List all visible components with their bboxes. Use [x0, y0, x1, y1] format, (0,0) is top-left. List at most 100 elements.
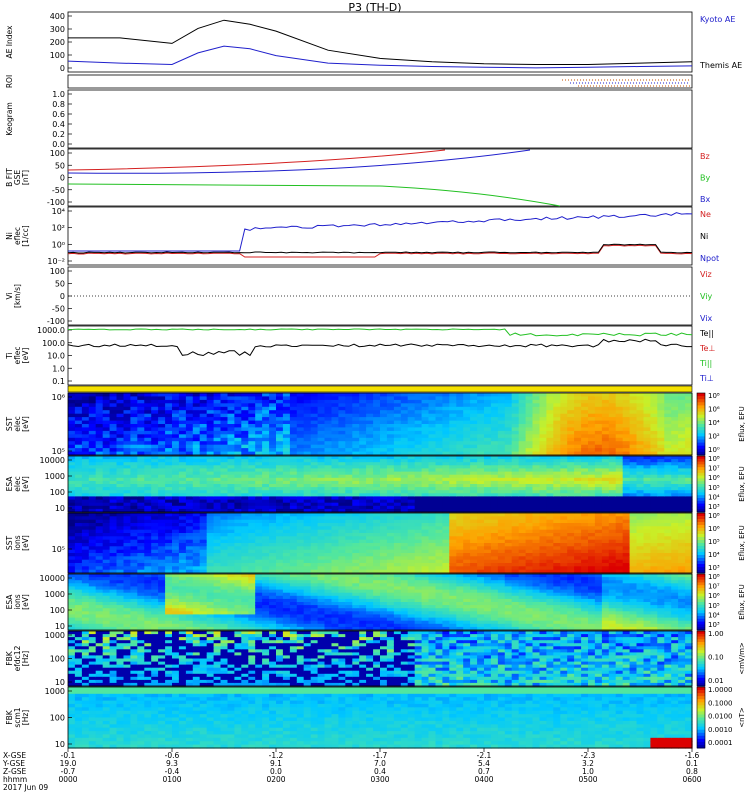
ylabel-sst_e-2: [eV] — [21, 416, 30, 432]
colorbar-0 — [697, 393, 705, 456]
ytick-fbk_b-0: 1000 — [45, 687, 65, 696]
ytick-keogram-2: 0.6 — [52, 110, 65, 119]
ylabel-fbk_b-2: [Hz] — [21, 710, 30, 726]
ylabel-ae-0: AE Index — [5, 25, 14, 58]
ytick-fbk_b-1: 100 — [50, 714, 65, 723]
ylabel-temp-2: [eV] — [21, 348, 30, 364]
ytick-sst_e-1: 10⁵ — [52, 447, 65, 456]
ae-series-1 — [68, 20, 692, 64]
xaxis-value-6-3: 0600 — [682, 775, 701, 784]
ytick-sst_i-0: 10⁵ — [52, 545, 65, 554]
ytick-velocity-3: -50 — [52, 305, 65, 314]
ytick-temp-1: 100.0 — [42, 339, 65, 348]
colorbar-label-2: Eflux, EFU — [738, 525, 746, 560]
colorbar-3 — [697, 574, 705, 631]
ni-line — [68, 244, 692, 253]
ytick-velocity-4: -100 — [47, 317, 65, 326]
ytick-keogram-4: 0.2 — [52, 130, 65, 139]
legend-temp-3: Ti⊥ — [699, 374, 714, 383]
ytick-ae-3: 100 — [50, 51, 65, 60]
colorbar-tick-2-2: 10⁵ — [708, 538, 720, 546]
ytick-keogram-3: 0.4 — [52, 120, 65, 129]
colorbar-tick-3-0: 10⁸ — [708, 573, 720, 581]
ytick-velocity-0: 100 — [50, 267, 65, 276]
colorbar-label-1: Eflux, EFU — [738, 466, 746, 501]
colorbar-tick-4-0: 1.00 — [708, 630, 724, 638]
colorbar-tick-1-2: 10⁶ — [708, 474, 720, 482]
colorbar-tick-5-1: 0.1000 — [708, 699, 733, 707]
ytick-bfield-2: 0 — [60, 174, 65, 183]
legend-bfield-2: Bx — [700, 195, 710, 204]
colorbar-tick-0-2: 10⁴ — [708, 419, 720, 427]
panel-frame-roi — [68, 75, 692, 88]
ytick-esa_e-0: 10000 — [40, 456, 65, 465]
colorbar-tick-0-4: 10⁰ — [708, 446, 720, 454]
panel-sst_e — [68, 393, 693, 456]
legend-bfield-0: Bz — [700, 152, 710, 161]
ytick-bfield-3: -50 — [52, 186, 65, 195]
colorbar-tick-3-2: 10⁶ — [708, 592, 720, 600]
ylabel-roi-0: ROI — [5, 75, 14, 88]
ytick-bfield-1: 50 — [55, 161, 65, 170]
ytick-esa_i-3: 10 — [55, 622, 65, 631]
colorbar-tick-0-3: 10² — [708, 433, 720, 441]
colorbar-4 — [697, 631, 705, 687]
ytick-temp-2: 10.0 — [47, 352, 65, 361]
legend-velocity-0: Viz — [700, 270, 712, 279]
ylabel-bfield-2: [nT] — [21, 170, 30, 185]
npot-line — [68, 213, 692, 251]
legend-temp-0: Te|| — [699, 329, 714, 338]
colorbar-label-3: Eflux, EFU — [738, 584, 746, 619]
legend-velocity-1: Viy — [700, 292, 713, 301]
xaxis-value-3-3: 0300 — [370, 775, 389, 784]
ytick-density-1: 10² — [52, 224, 65, 233]
ytick-esa_i-0: 10000 — [40, 574, 65, 583]
panel-esa_i — [68, 574, 693, 631]
ytick-fbk_e-0: 1000 — [45, 631, 65, 640]
ytick-esa_i-2: 100 — [50, 606, 65, 615]
colorbar-tick-3-4: 10⁴ — [708, 611, 720, 619]
colorbar-tick-0-1: 10⁶ — [708, 406, 720, 414]
ytick-esa_e-2: 100 — [50, 488, 65, 497]
colorbar-tick-2-1: 10⁶ — [708, 525, 720, 533]
legend-ae-0: Kyoto AE — [700, 15, 735, 24]
panel-esa_e — [68, 456, 693, 513]
ylabel-keogram-0: Keogram — [5, 102, 14, 136]
ylabel-density-2: [1/cc] — [21, 225, 30, 246]
panel-fbk_e — [68, 631, 693, 687]
ytick-ae-2: 200 — [50, 38, 65, 47]
colorbar-tick-3-5: 10³ — [708, 621, 720, 629]
panel-keogram — [68, 90, 692, 148]
ytick-temp-0: 1000.0 — [37, 326, 65, 335]
ytick-esa_e-1: 1000 — [45, 472, 65, 481]
colorbar-label-0: Eflux, EFU — [738, 406, 746, 441]
plot-title: P3 (TH-D) — [0, 1, 750, 14]
panel-density — [68, 207, 692, 265]
ylabel-velocity-1: [km/s] — [13, 284, 22, 308]
colorbar-tick-1-1: 10⁷ — [708, 465, 720, 473]
colorbar-tick-0-0: 10⁸ — [708, 392, 720, 400]
colorbar-tick-5-4: 0.0001 — [708, 739, 733, 747]
legend-temp-2: Ti|| — [699, 359, 712, 368]
legend-velocity-2: Vix — [700, 314, 713, 323]
legend-density-0: Ne — [700, 210, 711, 219]
colorbar-1 — [697, 456, 705, 513]
legend-density-2: Npot — [700, 254, 719, 263]
colorbar-tick-2-3: 10⁴ — [708, 551, 720, 559]
ytick-density-3: 10⁻² — [47, 257, 65, 266]
panel-frame-density — [68, 207, 692, 265]
ylabel-esa_e-2: [eV] — [21, 476, 30, 492]
colorbar-tick-4-1: 0.10 — [708, 654, 724, 662]
panel-frame-bfield — [68, 149, 692, 206]
ytick-keogram-1: 0.8 — [52, 100, 65, 109]
xaxis-value-4-3: 0400 — [474, 775, 493, 784]
colorbar-2 — [697, 513, 705, 574]
ytick-bfield-0: 100 — [50, 149, 65, 158]
ytick-ae-4: 0 — [60, 64, 65, 73]
xaxis-value-0-3: 0000 — [58, 775, 77, 784]
colorbar-tick-5-3: 0.0010 — [708, 726, 733, 734]
colorbar-label-5: <nT> — [738, 707, 746, 728]
ytick-velocity-1: 50 — [55, 280, 65, 289]
